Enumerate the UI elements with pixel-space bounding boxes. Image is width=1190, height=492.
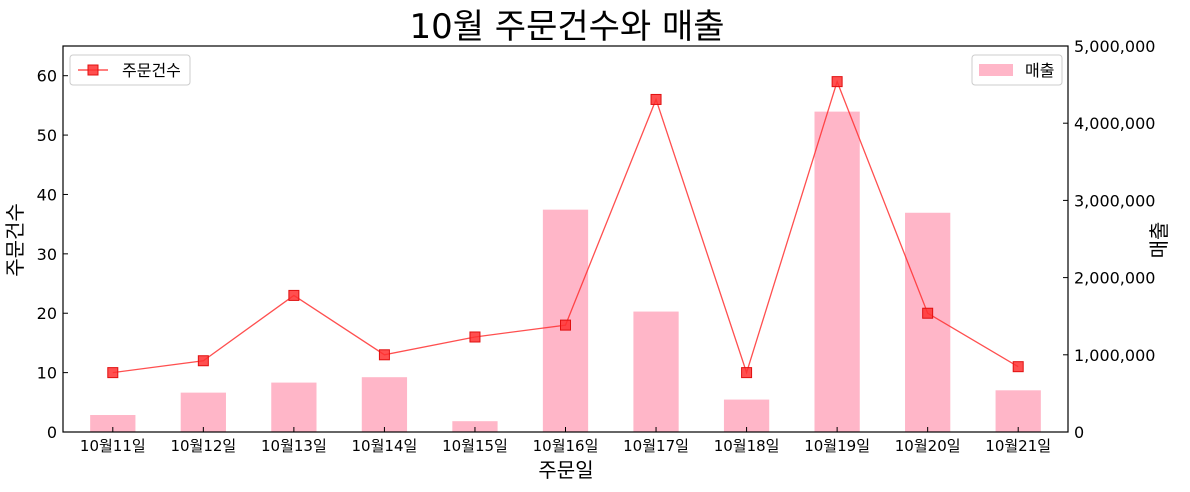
point-10월13일 xyxy=(288,289,300,301)
y-right-tick-label: 1,000,000 xyxy=(1074,346,1155,365)
legend-box xyxy=(69,54,191,86)
y-right-tick-label: 0 xyxy=(1074,423,1084,442)
bar-10월15일 xyxy=(452,421,498,432)
point-10월11일 xyxy=(107,367,119,379)
y-right-tick-label: 3,000,000 xyxy=(1074,191,1155,210)
y-left-tick-label: 0 xyxy=(47,423,57,442)
point-10월16일 xyxy=(560,319,571,331)
point-10월17일 xyxy=(650,93,662,105)
legend-label: 매출 xyxy=(1025,61,1054,80)
point-10월19일 xyxy=(831,76,843,88)
x-tick-label: 10월20일 xyxy=(895,437,961,455)
x-tick-label: 10월17일 xyxy=(623,437,689,455)
legend-order-count: 주문건수 xyxy=(69,54,191,86)
point-10월12일 xyxy=(197,355,209,367)
bar-10월14일 xyxy=(361,377,408,432)
x-tick-label: 10월18일 xyxy=(714,437,780,455)
bar-10월13일 xyxy=(271,382,317,432)
legend-box xyxy=(971,54,1063,86)
y-axis-left-label: 주문건수 xyxy=(3,203,27,277)
y-left-tick-label: 30 xyxy=(37,245,57,264)
x-tick-label: 10월21일 xyxy=(985,437,1051,455)
point-10월21일 xyxy=(1012,361,1024,373)
x-tick-label: 10월13일 xyxy=(261,437,327,455)
bar-10월11일 xyxy=(90,415,136,432)
legend-marker-swatch xyxy=(87,64,99,76)
x-tick-label: 10월19일 xyxy=(804,437,870,455)
chart-title: 10월 주문건수와 매출 xyxy=(409,7,724,47)
axes: 0 10 20 30 40 50 60 0 1,000,000 2,000,000 3,000,00… xyxy=(37,37,1156,455)
x-tick-label: 10월11일 xyxy=(80,437,146,455)
y-right-tick-label: 4,000,000 xyxy=(1074,114,1155,133)
y-axis-right-label: 매출 xyxy=(1147,222,1171,259)
y-right-tick-label: 2,000,000 xyxy=(1074,269,1155,288)
y-left-tick-label: 40 xyxy=(37,185,57,204)
y-right-tick-label: 5,000,000 xyxy=(1074,37,1155,56)
bar-10월21일 xyxy=(995,390,1041,432)
point-10월20일 xyxy=(922,307,934,319)
legend-label: 주문건수 xyxy=(122,61,181,80)
x-tick-label: 10월15일 xyxy=(442,437,508,455)
x-axis-label: 주문일 xyxy=(538,458,593,482)
y-left-tick-label: 50 xyxy=(37,126,57,145)
point-10월18일 xyxy=(741,367,753,379)
legend-revenue: 매출 xyxy=(971,54,1063,86)
bar-10월17일 xyxy=(633,311,679,432)
x-tick-label: 10월14일 xyxy=(352,437,418,455)
x-tick-label: 10월12일 xyxy=(170,437,236,455)
y-left-tick-label: 60 xyxy=(37,67,57,86)
y-left-tick-label: 10 xyxy=(37,364,57,383)
bar-series-revenue xyxy=(90,111,1041,433)
point-10월14일 xyxy=(378,349,390,361)
line-series-order-count xyxy=(107,76,1024,379)
y-left-tick-label: 20 xyxy=(37,304,57,323)
x-tick-label: 10월16일 xyxy=(533,437,599,455)
point-10월15일 xyxy=(469,331,481,343)
bar-10월12일 xyxy=(180,392,226,432)
bar-10월18일 xyxy=(723,399,770,432)
legend-bar-swatch xyxy=(979,64,1013,76)
bar-10월19일 xyxy=(814,111,860,433)
